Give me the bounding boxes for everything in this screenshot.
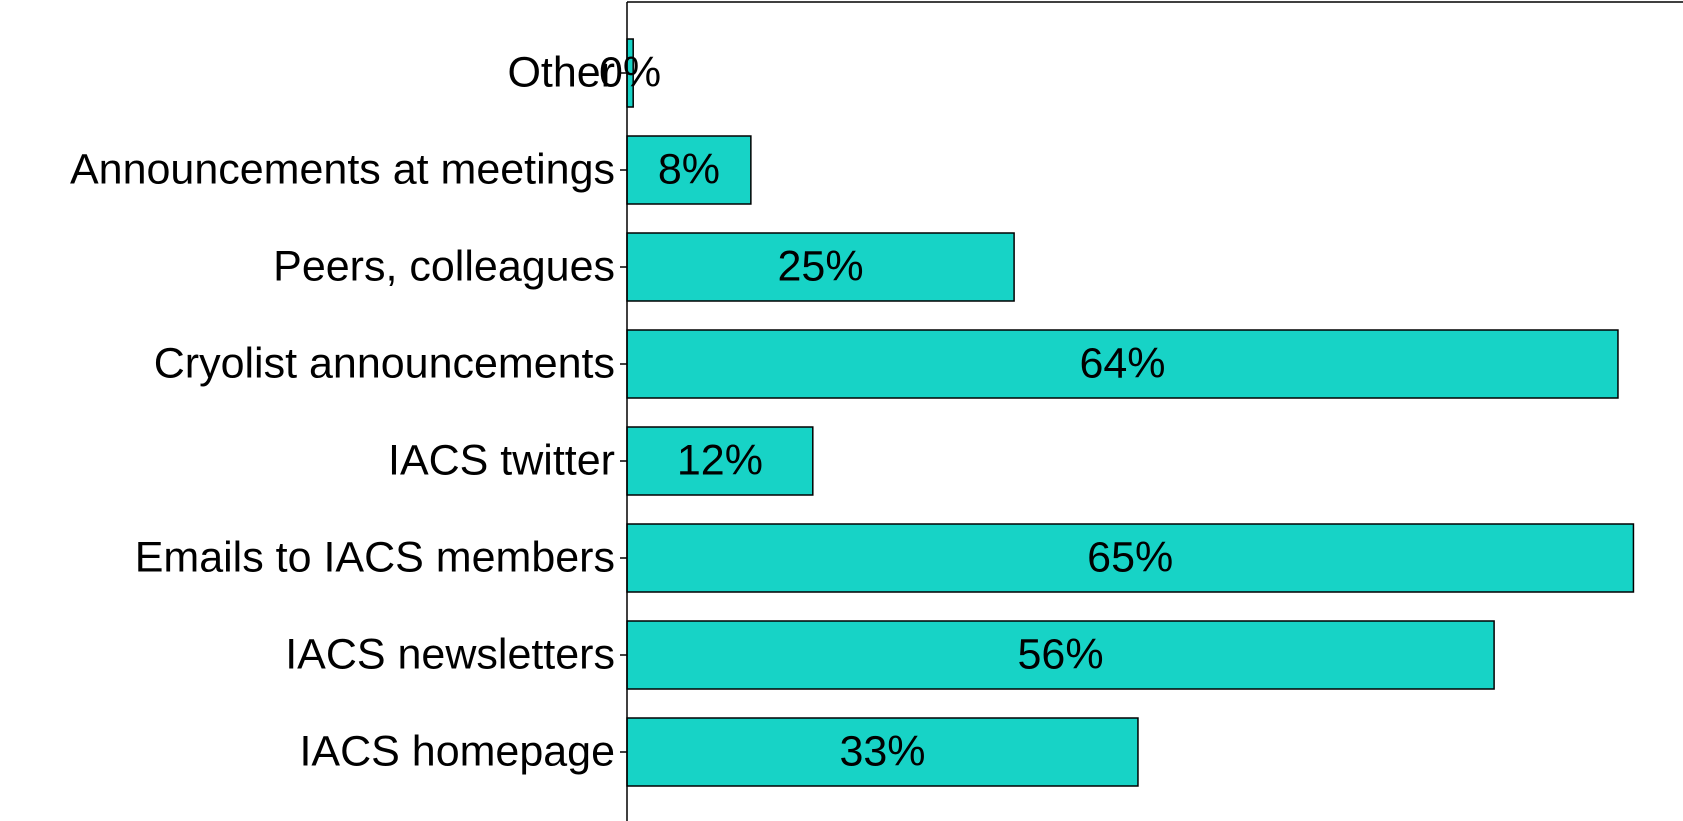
- bar: [626, 717, 1139, 787]
- value-label: 0%: [599, 48, 661, 96]
- value-label: 8%: [658, 145, 720, 193]
- y-tick-label: Cryolist announcements: [154, 339, 615, 387]
- value-label: 12%: [677, 436, 763, 484]
- bar: [626, 426, 814, 496]
- bar: [626, 329, 1619, 399]
- bar: [626, 523, 1635, 593]
- value-label: 25%: [778, 242, 864, 290]
- y-tick-label: Other: [507, 48, 615, 96]
- y-tick-label: Emails to IACS members: [135, 533, 615, 581]
- y-tick-label: Announcements at meetings: [70, 145, 615, 193]
- value-label: 65%: [1087, 533, 1173, 581]
- value-label: 56%: [1018, 630, 1104, 678]
- value-label: 64%: [1079, 339, 1165, 387]
- bar: [626, 232, 1015, 302]
- y-tick-label: IACS newsletters: [285, 630, 615, 678]
- y-tick-label: IACS twitter: [388, 436, 615, 484]
- y-tick-label: Peers, colleagues: [273, 242, 615, 290]
- value-label: 33%: [839, 727, 925, 775]
- bar: [626, 135, 752, 205]
- y-tick-label: IACS homepage: [299, 727, 615, 775]
